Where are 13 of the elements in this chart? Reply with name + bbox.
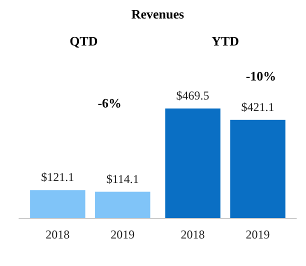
x-tick-label: 2018 <box>180 228 205 242</box>
x-tick-label: 2019 <box>246 228 270 242</box>
data-label: $114.1 <box>106 172 139 186</box>
text: YTD <box>212 34 240 48</box>
annotation: -6% <box>98 96 122 110</box>
chart-title: Revenues <box>131 6 184 22</box>
x-tick-label: 2019 <box>110 228 135 242</box>
data-label: $421.1 <box>241 100 274 114</box>
data-label: $469.5 <box>176 88 210 102</box>
x-tick-label: 2018 <box>46 228 70 242</box>
text: QTD <box>70 34 98 48</box>
text: -10% <box>246 68 276 84</box>
data-label: $121.1 <box>41 170 74 184</box>
